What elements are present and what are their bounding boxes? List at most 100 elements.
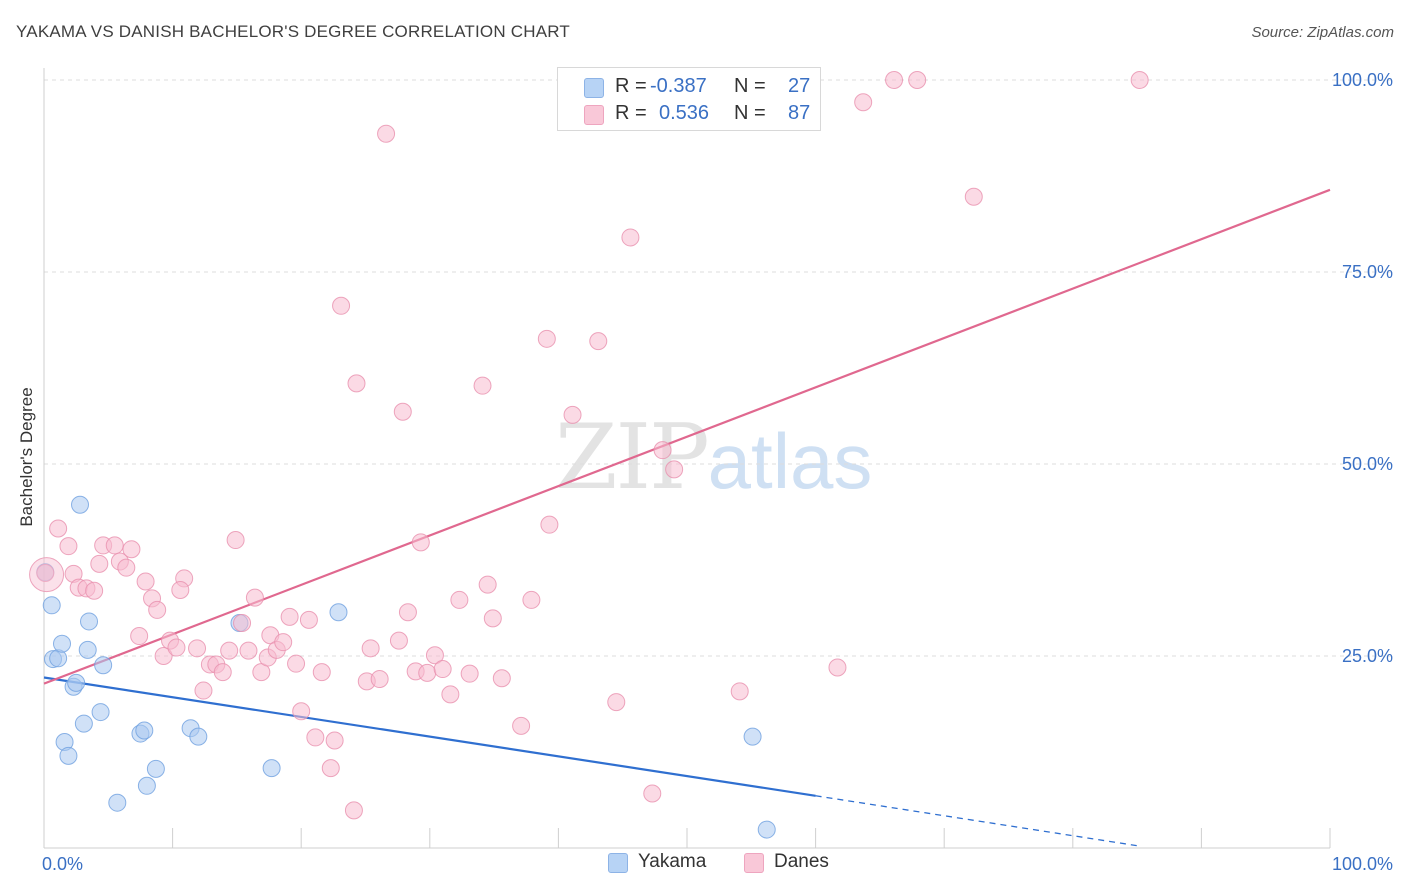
point-danes [213, 663, 232, 682]
point-danes [478, 575, 497, 594]
point-danes [393, 402, 412, 421]
point-yakama [108, 793, 127, 812]
legend-swatch-yakama [608, 853, 628, 873]
point-danes [312, 663, 331, 682]
point-yakama [329, 603, 348, 622]
point-danes [280, 607, 299, 626]
point-danes [90, 554, 109, 573]
point-yakama [74, 714, 93, 733]
y-tick-label: 25.0% [1342, 646, 1393, 666]
x-tick-label: 0.0% [42, 854, 83, 874]
point-yakama [189, 727, 208, 746]
point-danes [274, 633, 293, 652]
point-danes [130, 627, 149, 646]
point-danes [220, 641, 239, 660]
point-danes [299, 610, 318, 629]
y-tick-label: 75.0% [1342, 262, 1393, 282]
y-tick-label: 100.0% [1332, 70, 1393, 90]
point-yakama [135, 721, 154, 740]
point-danes [828, 658, 847, 677]
point-danes [105, 536, 124, 555]
point-danes [344, 801, 363, 820]
point-yakama [94, 656, 113, 675]
watermark: ZIPatlas [555, 405, 872, 510]
stats-legend: R = -0.387 N = 27 R = 0.536 N = 87 [557, 67, 821, 131]
point-yakama [137, 776, 156, 795]
point-danes [136, 572, 155, 591]
axes [43, 68, 1331, 849]
legend-r-value: -0.387 [650, 75, 707, 97]
legend-swatch-yakama [584, 78, 604, 98]
point-danes [665, 460, 684, 479]
point-danes [59, 537, 78, 556]
point-danes [908, 71, 927, 89]
point-yakama [71, 495, 90, 514]
point-danes [398, 603, 417, 622]
point-danes [450, 590, 469, 609]
point-danes [643, 784, 662, 803]
point-danes [361, 639, 380, 658]
legend-swatch-danes [744, 853, 764, 873]
point-danes [730, 682, 749, 701]
point-danes [292, 702, 311, 721]
point-danes [332, 296, 351, 315]
legend-r-label: R = [615, 102, 647, 124]
point-yakama [743, 727, 762, 746]
watermark-atlas: atlas [707, 417, 873, 505]
legend-label-yakama: Yakama [638, 851, 707, 872]
point-yakama [262, 759, 281, 778]
point-yakama [146, 759, 165, 778]
point-danes [325, 731, 344, 750]
point-danes [370, 670, 389, 689]
y-tick-label: 50.0% [1342, 454, 1393, 474]
point-danes [473, 376, 492, 395]
legend-n-value: 27 [788, 75, 811, 97]
point-danes [885, 71, 904, 89]
point-danes [194, 681, 213, 700]
point-danes [287, 654, 306, 673]
point-danes [483, 609, 502, 628]
legend-r-value: 0.536 [659, 102, 710, 124]
point-yakama [80, 612, 99, 631]
point-danes [411, 533, 430, 552]
point-danes [167, 638, 186, 657]
point-yakama [42, 596, 61, 615]
data-points [29, 71, 1149, 839]
point-danes [389, 631, 408, 650]
point-yakama [78, 640, 97, 659]
point-danes [377, 124, 396, 143]
point-danes [117, 558, 136, 577]
trend-line-yakama [43, 676, 816, 797]
point-danes [425, 646, 444, 665]
point-danes [964, 187, 983, 206]
source-label: Source: ZipAtlas.com [1251, 24, 1394, 41]
legend-n-label: N = [734, 102, 766, 124]
point-danes [226, 531, 245, 550]
point-yakama [757, 820, 776, 839]
point-danes [563, 405, 582, 424]
legend-swatch-danes [584, 105, 604, 125]
point-danes [245, 588, 264, 607]
x-tick-label: 100.0% [1332, 854, 1393, 874]
point-danes [418, 663, 437, 682]
point-yakama [91, 703, 110, 722]
grid-lines [44, 79, 1392, 657]
point-danes [589, 332, 608, 351]
trend-line-yakama-extension [815, 795, 1138, 847]
trend-line-danes [43, 188, 1331, 685]
point-danes [306, 728, 325, 747]
legend-r-label: R = [615, 75, 647, 97]
legend-n-label: N = [734, 75, 766, 97]
point-danes [239, 641, 258, 660]
point-danes [512, 716, 531, 735]
y-axis-label: Bachelor's Degree [17, 387, 36, 527]
trend-lines [43, 188, 1331, 847]
point-danes [433, 660, 452, 679]
point-danes [321, 759, 340, 778]
point-danes [1130, 71, 1149, 89]
chart-title: YAKAMA VS DANISH BACHELOR'S DEGREE CORRE… [16, 22, 570, 41]
point-yakama [53, 634, 72, 653]
point-danes [621, 228, 640, 247]
point-danes [854, 93, 873, 112]
point-danes [36, 564, 55, 583]
